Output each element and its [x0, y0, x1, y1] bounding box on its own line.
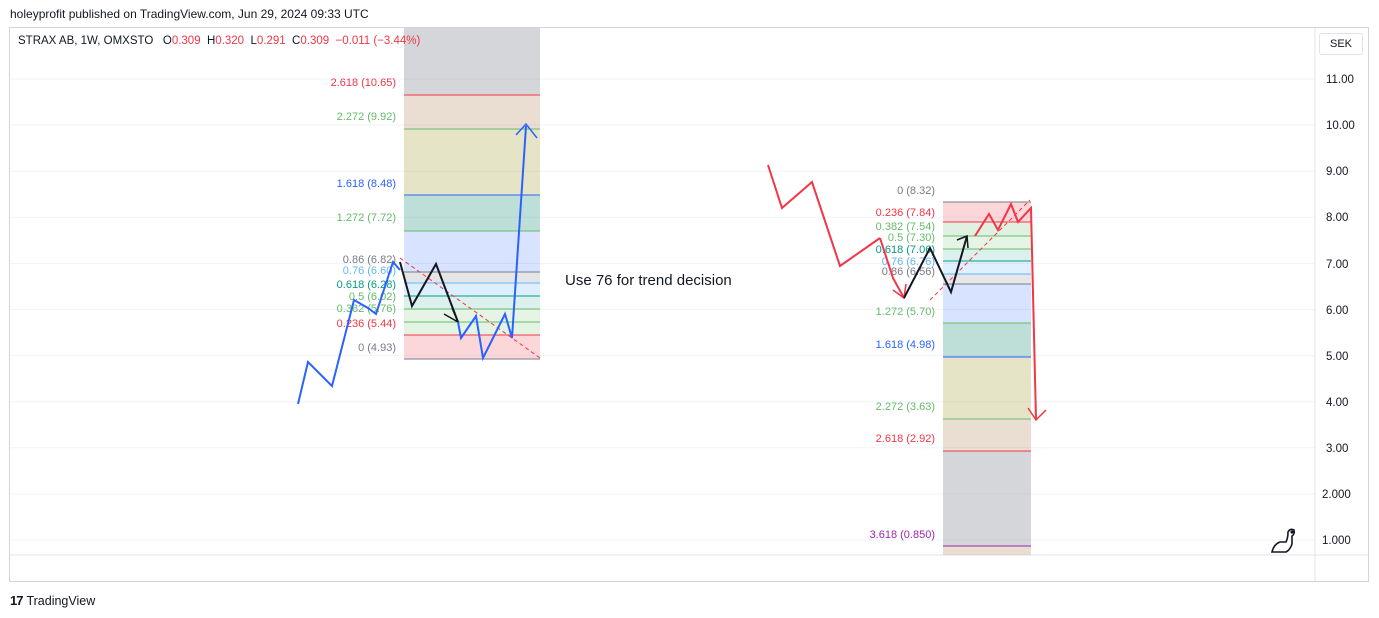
fib-left-zone-2618 [404, 95, 540, 129]
high-label: H [206, 35, 216, 47]
change-value: −0.011 (−3.44%) [335, 35, 421, 47]
high-value: 0.320 [215, 35, 245, 47]
fib-right-labels: 0 (8.32) 0.236 (7.84) 0.382 (7.54) 0.5 (… [870, 185, 935, 541]
fib-left-label: 1.272 (7.72) [337, 212, 396, 224]
fib-left-zone-05 [404, 309, 540, 322]
price-grid [10, 78, 1315, 541]
fib-left-zone-0236 [404, 335, 540, 359]
fib-right-zone-1618 [943, 323, 1031, 357]
close-label: C [292, 35, 301, 47]
black-projection-left [399, 261, 459, 323]
brand-name: TradingView [26, 593, 96, 608]
red-projection-main [974, 201, 1037, 421]
fib-right-zone-0618 [943, 249, 1031, 261]
price-tick: 11.00 [1326, 74, 1354, 86]
price-tick: 3.00 [1326, 443, 1348, 455]
low-label: L [250, 35, 257, 47]
price-tick: 7.00 [1326, 259, 1348, 271]
fib-left-label: 2.618 (10.65) [331, 77, 396, 89]
price-tick: 9.00 [1326, 166, 1348, 178]
tradingview-brand[interactable]: 17 TradingView [10, 593, 95, 608]
fib-right-zones [943, 202, 1031, 555]
fib-right-zone-076 [943, 261, 1031, 274]
price-tick: 8.00 [1326, 212, 1348, 224]
tradingview-logo-icon: 17 [10, 593, 24, 608]
fib-left-label: 0.86 (6.82) [343, 254, 396, 266]
fib-right-label: 0.5 (7.30) [888, 232, 935, 244]
open-value: 0.309 [171, 35, 201, 47]
fib-left-trendline [399, 257, 541, 359]
published-header: holeyprofit published on TradingView.com… [10, 7, 369, 21]
price-tick: 6.00 [1326, 305, 1348, 317]
fib-left-label: 0.5 (6.02) [349, 291, 396, 303]
fib-left-zone-2272 [404, 129, 540, 195]
symbol-name[interactable]: STRAX AB, 1W, OMXSTO [18, 35, 154, 47]
close-value: 0.309 [300, 35, 330, 47]
fib-right-zone-2272 [943, 357, 1031, 419]
fib-left-zone-0618 [404, 296, 540, 309]
blue-projection-main [457, 125, 527, 362]
fib-right-label: 1.272 (5.70) [876, 306, 935, 318]
fib-left-label: 0.236 (5.44) [337, 318, 396, 330]
fib-right-label: 0.86 (6.56) [882, 266, 935, 278]
red-arrowhead-down [1027, 407, 1047, 422]
fib-right-zone-bottom [943, 546, 1031, 555]
fib-right-label: 0.382 (7.54) [876, 221, 935, 233]
fib-left-zone-1618 [404, 195, 540, 231]
symbol-legend: STRAX AB, 1W, OMXSTO O0.309 H0.320 L0.29… [18, 35, 420, 47]
fib-right-zone-0382 [943, 222, 1031, 236]
price-axis: 11.00 10.00 9.00 8.00 7.00 6.00 5.00 4.0… [1322, 74, 1355, 547]
low-value: 0.291 [256, 35, 286, 47]
currency-button[interactable]: SEK [1319, 33, 1363, 55]
open-label: O [162, 35, 172, 47]
price-tick: 5.00 [1326, 351, 1348, 363]
fib-left-zone-top [404, 28, 540, 95]
fib-left-zone-086 [404, 272, 540, 283]
price-tick: 2.000 [1322, 489, 1351, 501]
blue-arrowhead-up [515, 122, 538, 139]
fib-left-label: 0.618 (6.28) [337, 279, 396, 291]
fib-right-label: 2.618 (2.92) [876, 433, 935, 445]
fib-right-label: 0.236 (7.84) [876, 207, 935, 219]
fib-left-zone-0382 [404, 322, 540, 335]
fib-right-lines [943, 201, 1031, 547]
black-projection-right [903, 235, 968, 299]
fib-right-zone-2618 [943, 419, 1031, 451]
price-tick: 10.00 [1326, 120, 1355, 132]
fib-left-label: 0.76 (6.60) [343, 265, 396, 277]
fib-right-label: 0.618 (7.06) [876, 244, 935, 256]
fib-right-zone-1272 [943, 284, 1031, 323]
trend-annotation: Use 76 for trend decision [565, 272, 732, 289]
price-tick: 4.00 [1326, 397, 1348, 409]
chart-frame[interactable] [9, 27, 1369, 582]
red-projection-down [879, 237, 905, 299]
red-projection-lead [767, 164, 881, 268]
fib-right-zone-3618 [943, 451, 1031, 546]
fib-right-zone-086 [943, 274, 1031, 284]
fib-right-label: 2.272 (3.63) [876, 401, 935, 413]
dino-icon [1270, 528, 1296, 553]
fib-left-labels: 2.618 (10.65) 2.272 (9.92) 1.618 (8.48) … [331, 77, 396, 354]
fib-left-label: 1.618 (8.48) [337, 178, 396, 190]
fib-left-zone-076 [404, 283, 540, 296]
fib-right-label: 1.618 (4.98) [876, 339, 935, 351]
fib-left-label: 0 (4.93) [358, 342, 396, 354]
fib-left-label: 0.382 (5.76) [337, 303, 396, 315]
fib-right-label: 0 (8.32) [897, 185, 935, 197]
price-tick: 1.000 [1322, 535, 1351, 547]
fib-right-label: 3.618 (0.850) [870, 529, 935, 541]
blue-projection-lead [297, 260, 401, 405]
black-arrowhead-right [956, 234, 969, 249]
fib-left-label: 2.272 (9.92) [337, 111, 396, 123]
